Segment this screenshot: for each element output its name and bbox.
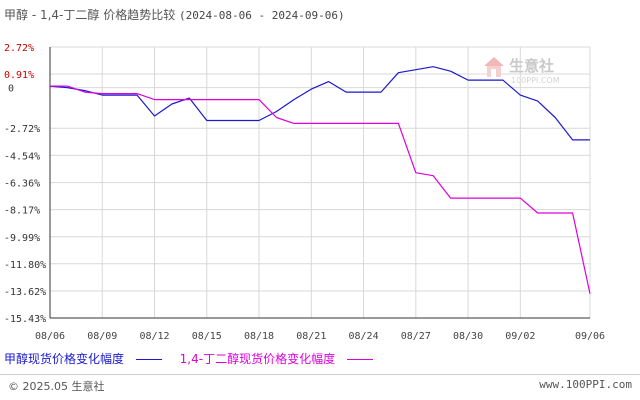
x-tick-label: 08/18 xyxy=(244,331,274,342)
chart-svg: 生意社 100PPI.COM 2.72% 0.91% 0 -2.72% -4.54% -6… xyxy=(4,43,605,342)
chart-title: 甲醇 - 1,4-丁二醇 价格趋势比较 (2024-08-06 - 2024-0… xyxy=(4,6,345,23)
y-tick-label: -2.72% xyxy=(4,124,40,135)
y-tick-label: -15.43% xyxy=(4,314,46,325)
watermark: 生意社 100PPI.COM xyxy=(484,57,560,85)
y-tick-label: -11.80% xyxy=(4,260,46,271)
x-tick-label: 08/27 xyxy=(401,331,431,342)
footer-copyright: © 2025.05 生意社 xyxy=(8,380,105,393)
x-tick-label: 08/06 xyxy=(35,331,65,342)
y-tick-label: -13.62% xyxy=(4,287,46,298)
y-tick-label: -4.54% xyxy=(4,151,40,162)
y-tick-label: 0.91% xyxy=(4,70,34,81)
x-tick-label: 08/12 xyxy=(139,331,169,342)
footer-divider xyxy=(0,374,640,375)
x-tick-label: 08/30 xyxy=(453,331,483,342)
x-tick-labels: 08/06 08/09 08/12 08/15 08/18 08/21 08/24 08/27… xyxy=(35,331,605,342)
y-tick-label: 0 xyxy=(8,84,14,95)
watermark-subtext: 100PPI.COM xyxy=(511,76,560,85)
y-tick-label: -8.17% xyxy=(4,206,40,217)
y-tick-label: -9.99% xyxy=(4,233,40,244)
x-tick-label: 08/09 xyxy=(87,331,117,342)
x-tick-label: 09/02 xyxy=(505,331,535,342)
series-line-1 xyxy=(49,66,590,141)
chart-title-range: (2024-08-06 - 2024-09-06) xyxy=(179,9,345,22)
y-tick-label: 2.72% xyxy=(4,43,34,54)
y-tick-label: -6.36% xyxy=(4,179,40,190)
axes xyxy=(49,47,590,319)
legend-label-series1: 甲醇现货价格变化幅度 xyxy=(4,352,125,366)
legend-item-series1: 甲醇现货价格变化幅度 xyxy=(4,350,162,367)
legend: 甲醇现货价格变化幅度 1,4-丁二醇现货价格变化幅度 xyxy=(4,350,387,367)
legend-swatch-series1 xyxy=(135,359,162,360)
x-tick-label: 08/21 xyxy=(296,331,326,342)
y-tick-labels: 2.72% 0.91% 0 -2.72% -4.54% -6.36% -8.17% -9.99… xyxy=(4,43,46,325)
house-logo-icon xyxy=(484,57,504,77)
watermark-text: 生意社 xyxy=(509,57,554,75)
footer-website: www.100PPI.com xyxy=(539,378,632,391)
legend-label-series2: 1,4-丁二醇现货价格变化幅度 xyxy=(179,352,336,366)
legend-swatch-series2 xyxy=(346,359,373,360)
x-tick-label: 08/15 xyxy=(192,331,222,342)
legend-item-series2: 1,4-丁二醇现货价格变化幅度 xyxy=(180,350,373,367)
grid-lines xyxy=(49,46,591,319)
x-tick-label: 09/06 xyxy=(575,331,605,342)
series-layer xyxy=(49,66,591,294)
chart-title-main: 甲醇 - 1,4-丁二醇 价格趋势比较 xyxy=(4,8,176,22)
series-line-2 xyxy=(50,85,591,294)
x-tick-label: 08/24 xyxy=(348,331,378,342)
